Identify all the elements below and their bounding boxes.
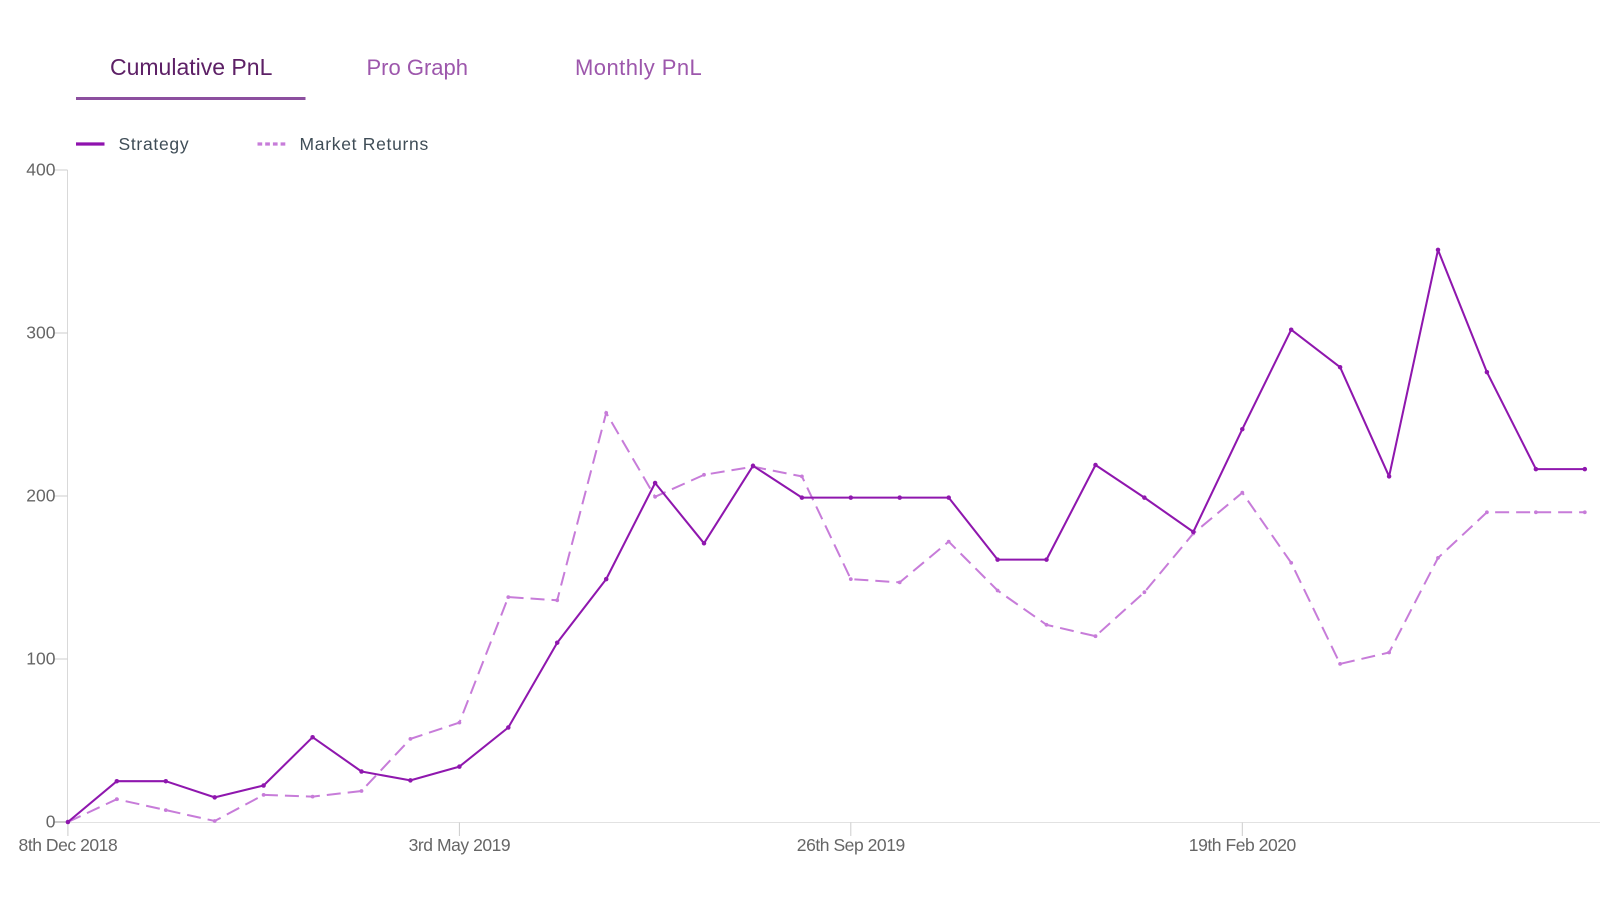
svg-text:Cumulative PnL: Cumulative PnL	[110, 54, 273, 80]
svg-text:400: 400	[26, 160, 55, 180]
svg-text:Pro Graph: Pro Graph	[367, 55, 469, 80]
svg-text:0: 0	[46, 812, 56, 832]
svg-text:3rd May 2019: 3rd May 2019	[409, 835, 511, 855]
svg-text:Monthly PnL: Monthly PnL	[575, 55, 702, 80]
svg-text:19th Feb 2020: 19th Feb 2020	[1189, 835, 1297, 855]
svg-text:26th Sep 2019: 26th Sep 2019	[797, 835, 905, 855]
svg-text:Strategy: Strategy	[119, 134, 190, 154]
svg-text:300: 300	[26, 323, 55, 343]
svg-text:100: 100	[26, 649, 55, 669]
svg-text:8th Dec 2018: 8th Dec 2018	[19, 835, 118, 855]
svg-text:200: 200	[26, 486, 55, 506]
svg-text:Market Returns: Market Returns	[300, 134, 429, 154]
